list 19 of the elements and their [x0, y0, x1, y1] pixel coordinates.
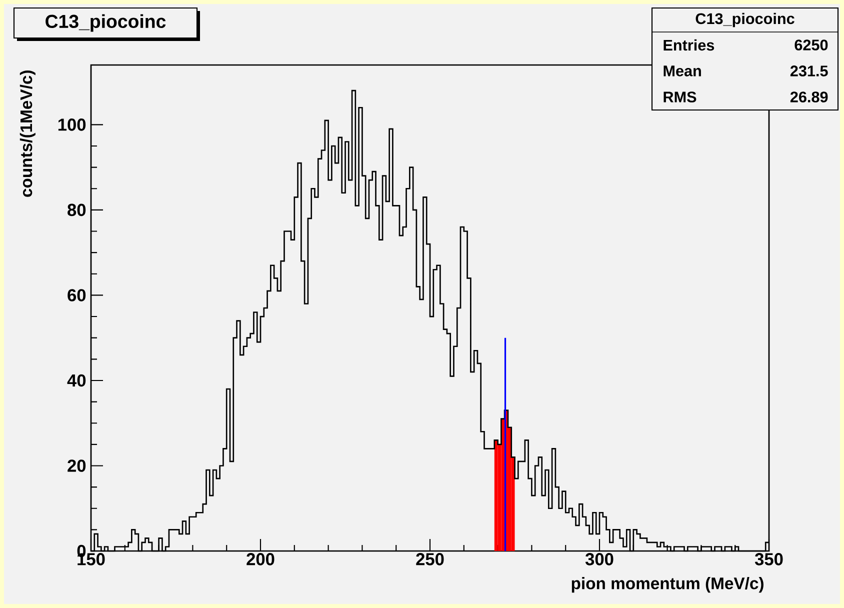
- x-tick-label: 300: [585, 553, 614, 566]
- y-tick-label: 100: [58, 118, 86, 131]
- text: Entries: [664, 39, 714, 51]
- text: 231.5: [790, 66, 828, 76]
- x-tick-label: 250: [416, 553, 444, 566]
- text: 6250: [794, 40, 828, 50]
- x-tick-label: 350: [754, 553, 783, 566]
- chart-title: C13_piocoinc: [46, 14, 166, 32]
- y-tick-label: 40: [67, 374, 86, 387]
- y-tick-label: 60: [68, 289, 86, 302]
- y-tick-label: 20: [68, 460, 86, 472]
- y-tick-label: 80: [68, 204, 86, 216]
- y-axis-title: counts/(1MeV/c): [20, 70, 36, 197]
- x-axis-title: pion momentum (MeV/c): [572, 577, 764, 593]
- text: C13_piocoinc: [696, 12, 794, 28]
- annotation: RMS: [664, 92, 696, 102]
- annotation: Mean: [664, 66, 701, 76]
- text: 26.89: [790, 92, 828, 102]
- x-tick-label: 200: [246, 553, 274, 566]
